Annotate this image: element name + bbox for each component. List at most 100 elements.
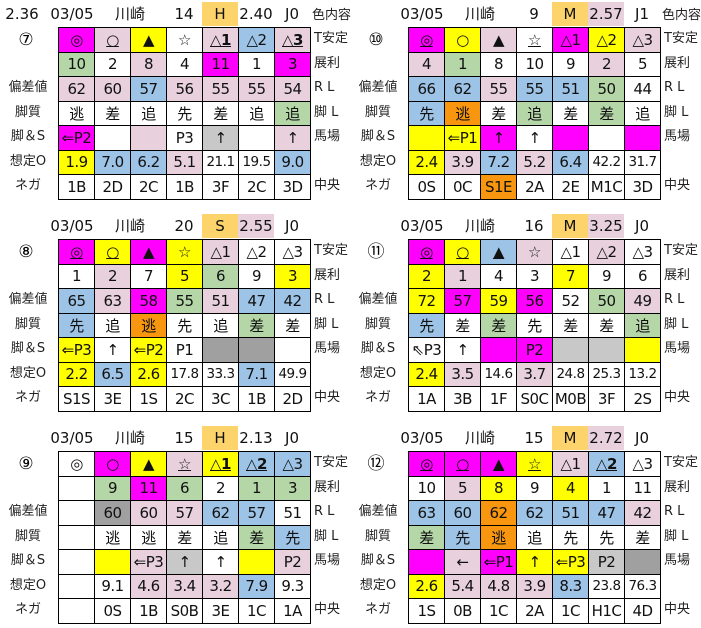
- table-cell: 先: [166, 100, 203, 126]
- table-cell: 11: [130, 475, 167, 501]
- table-cell: 59: [480, 288, 517, 314]
- table-cell: [238, 549, 275, 575]
- row-label-right: 脚 L: [314, 104, 339, 120]
- row-label-right: T安定: [664, 243, 698, 258]
- table-cell: 追: [274, 100, 311, 126]
- table-cell: 6: [624, 263, 661, 289]
- table-cell: 追: [516, 524, 553, 550]
- row-label-left: ネガ: [14, 178, 41, 193]
- table-cell: 2: [588, 51, 625, 77]
- table-cell: 1B: [130, 598, 167, 624]
- table-cell: 62: [516, 500, 553, 526]
- table-cell: 差: [624, 524, 661, 550]
- table-cell: 11: [624, 475, 661, 501]
- table-cell: 1: [588, 475, 625, 501]
- table-cell: 2S: [624, 386, 661, 412]
- table-cell: ◎: [408, 451, 445, 477]
- table-cell: 57: [238, 500, 275, 526]
- track-row: ⇐P3 ↑ ↑ P2: [58, 549, 311, 575]
- row-label-right: R L: [664, 292, 685, 307]
- table-cell: △3: [624, 27, 661, 53]
- table-cell: 3.7: [516, 361, 553, 387]
- deviation-row: 63 60 62 62 51 47 42: [408, 500, 661, 526]
- row-label-left: ネガ: [364, 178, 391, 193]
- table-cell: ☆: [166, 451, 203, 477]
- table-cell: 3.9: [444, 149, 481, 175]
- table-cell: 54: [274, 76, 311, 102]
- table-cell: △2: [588, 27, 625, 53]
- table-cell: [58, 500, 95, 526]
- race-table: ◎ ○ ▲ ☆ △1 △2 △3 2 1 4 3 7 9 6 72 57 59 56 52 50 49 先差差先差差追 ⇖P…: [408, 239, 661, 412]
- race-number: ⑨: [18, 454, 34, 474]
- table-cell: ▲: [130, 451, 167, 477]
- table-cell: ↑: [444, 337, 481, 363]
- deviation-row: 65 63 58 55 51 47 42: [58, 288, 311, 314]
- table-cell: 63: [94, 288, 131, 314]
- nega-row: 1S 0B 1C 2A 1C H1C 4D: [408, 598, 661, 624]
- index-value: 3.25: [588, 214, 624, 238]
- race-panel: 03/05 川崎 15 H 2.13 J0 ⑨ 偏差値 脚質 脚＆S 想定O ネガ T安定 展利 R L 脚 …: [0, 426, 350, 628]
- table-cell: P1: [166, 337, 203, 363]
- row-label-left: 脚＆S: [10, 553, 46, 568]
- table-cell: 9: [238, 263, 275, 289]
- table-cell: ◎: [58, 27, 95, 53]
- table-cell: 2: [94, 51, 131, 77]
- row-label-left: 脚＆S: [360, 341, 396, 356]
- index-value: 2.55: [238, 214, 274, 238]
- odds-row: 1.9 7.0 6.2 5.1 21.1 19.5 9.0: [58, 149, 311, 175]
- table-cell: △2: [588, 239, 625, 265]
- table-cell: ⇐P3: [130, 549, 167, 575]
- table-cell: 2D: [94, 174, 131, 200]
- table-cell: [130, 125, 167, 151]
- mark-row: ◎ ○ ▲ ☆ △1 △2 △3: [58, 27, 311, 53]
- race-date: 03/05: [400, 5, 444, 23]
- table-cell: 7: [130, 263, 167, 289]
- runner-count: 9: [529, 5, 539, 23]
- row-label-left: 脚＆S: [10, 341, 46, 356]
- table-cell: 逃: [130, 312, 167, 338]
- table-cell: 先: [408, 312, 445, 338]
- row-label-right: R L: [664, 504, 685, 519]
- row-label-right: T安定: [664, 31, 698, 46]
- row-label-right: 中央: [314, 390, 341, 405]
- table-cell: ◎: [58, 239, 95, 265]
- table-cell: 3: [516, 263, 553, 289]
- table-cell: ▲: [130, 27, 167, 53]
- grade-badge: S: [202, 214, 238, 238]
- jockey-code: J0: [285, 5, 299, 23]
- table-cell: S1S: [58, 386, 95, 412]
- table-cell: ▲: [480, 27, 517, 53]
- table-cell: 2A: [516, 598, 553, 624]
- table-cell: 1C: [238, 598, 275, 624]
- table-cell: 2.6: [130, 361, 167, 387]
- table-cell: 差: [552, 312, 589, 338]
- race-panel: 03/05 川崎 20 S 2.55 J0 ⑧ 偏差値 脚質 脚＆S 想定O ネガ T安定 展利 R L 脚 …: [0, 214, 350, 424]
- track-row: ⇐P1 ↑ ↑: [408, 125, 661, 151]
- row-label-right: 展利: [314, 267, 341, 283]
- table-cell: [58, 573, 95, 599]
- row-label-left: 想定O: [9, 153, 47, 169]
- table-cell: 52: [552, 288, 589, 314]
- table-cell: [274, 337, 311, 363]
- table-cell: 56: [166, 76, 203, 102]
- nega-row: 1B 2D 2C 1B 3F 2C 3D: [58, 174, 311, 200]
- track-row: ← ⇐P1 ↑ ⇐P3 P2: [408, 549, 661, 575]
- table-cell: [588, 337, 625, 363]
- grade-badge: M: [552, 2, 588, 26]
- table-cell: 1B: [58, 174, 95, 200]
- table-cell: 差: [480, 100, 517, 126]
- row-label-right: R L: [664, 80, 685, 95]
- row-label-right: 脚 L: [314, 316, 339, 332]
- jockey-code: J0: [635, 217, 649, 235]
- race-date: 03/05: [50, 429, 94, 447]
- table-cell: [58, 598, 95, 624]
- grade-badge: M: [552, 426, 588, 450]
- table-cell: 10: [408, 475, 445, 501]
- row-label-left: 偏差値: [8, 80, 48, 95]
- table-cell: 5: [444, 475, 481, 501]
- table-cell: △2: [588, 451, 625, 477]
- table-cell: 4D: [624, 598, 661, 624]
